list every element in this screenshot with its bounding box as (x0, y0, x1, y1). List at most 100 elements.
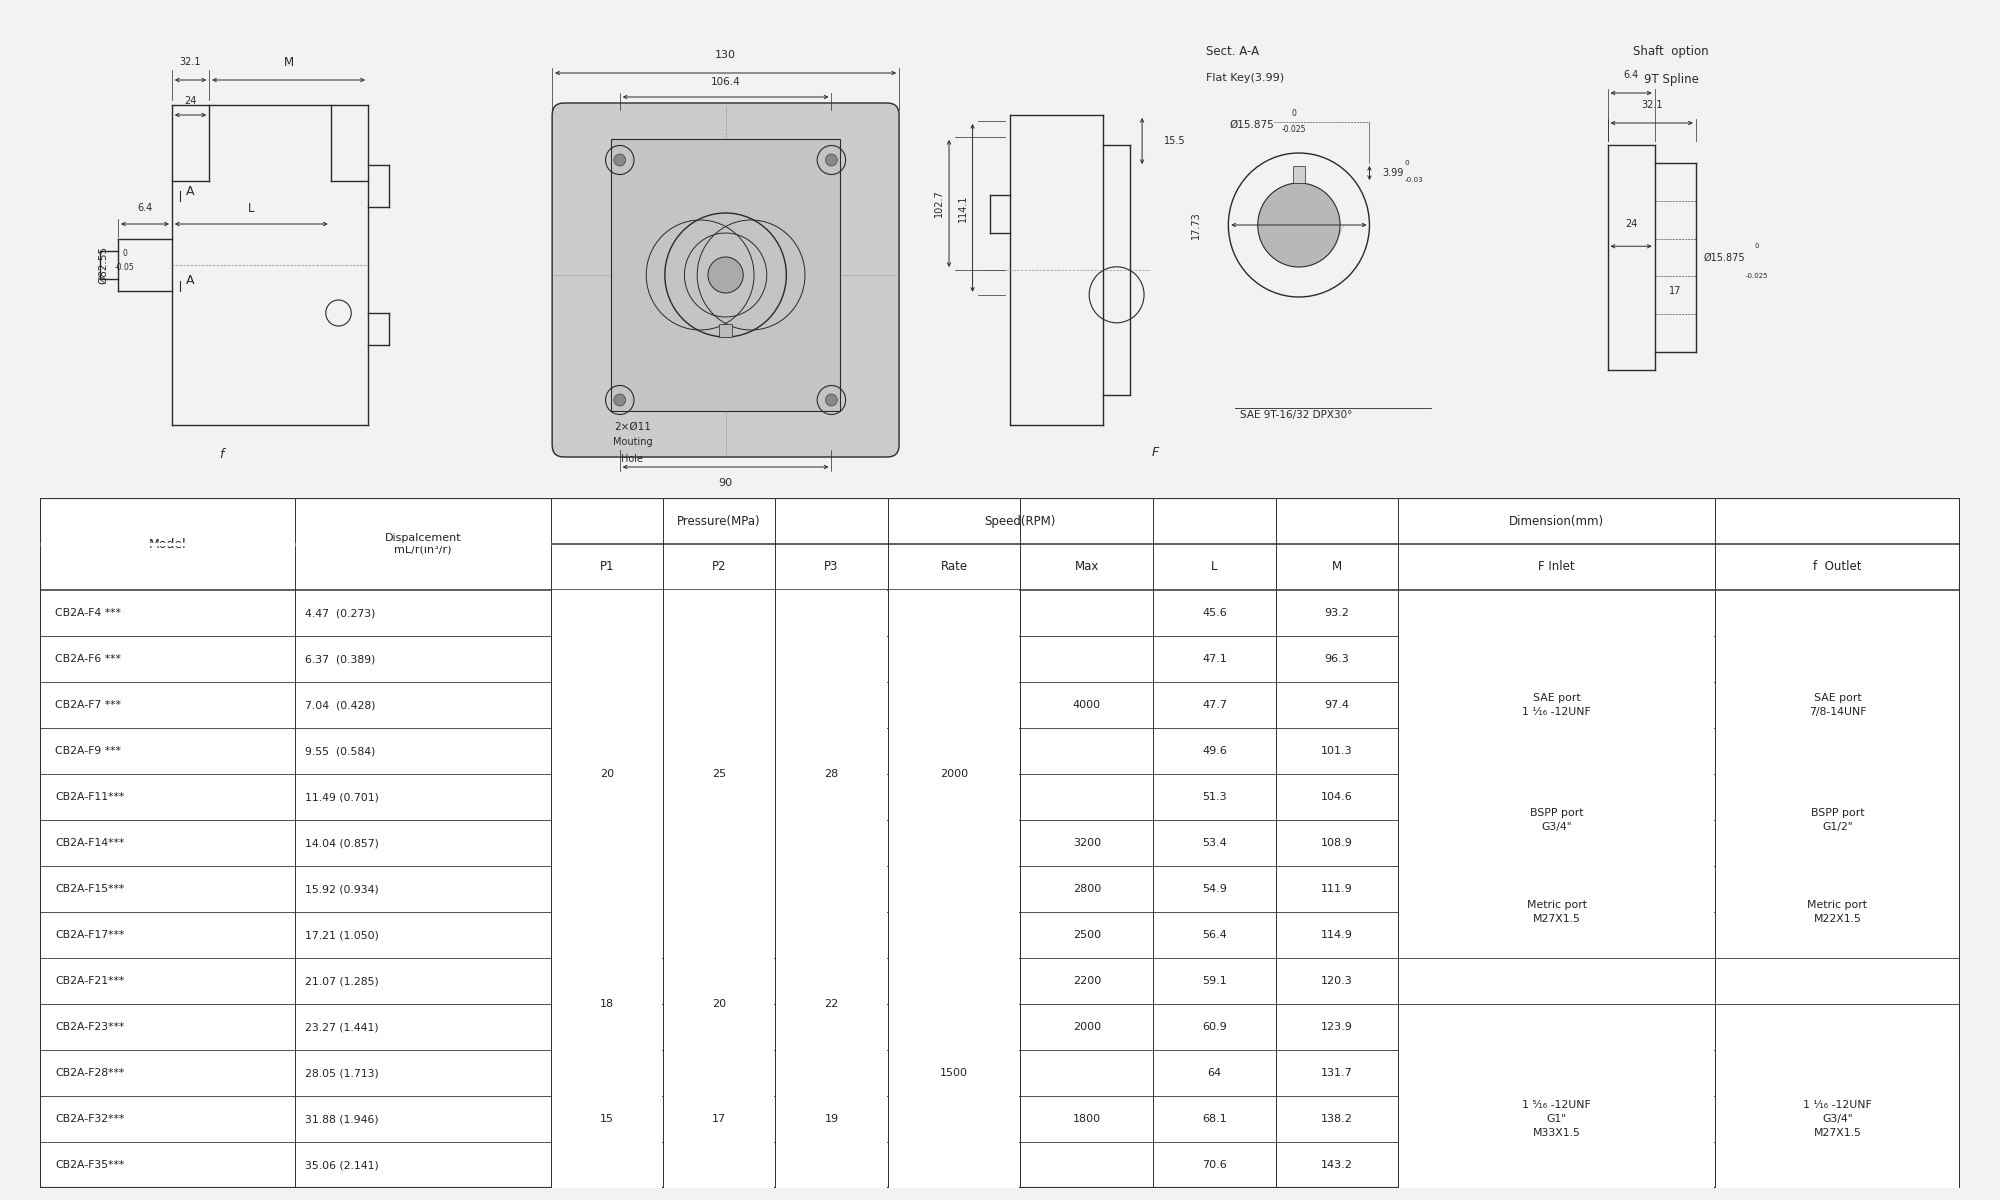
Text: f: f (218, 449, 224, 462)
Text: CB2A-F9 ***: CB2A-F9 *** (56, 746, 122, 756)
Text: 45.6: 45.6 (1202, 608, 1226, 618)
Text: SAE port
7/8-14UNF: SAE port 7/8-14UNF (1808, 694, 1866, 718)
Text: Metric port
M22X1.5: Metric port M22X1.5 (1808, 900, 1868, 924)
Text: 17: 17 (712, 1114, 726, 1124)
Text: 68.1: 68.1 (1202, 1114, 1226, 1124)
Text: 106.4: 106.4 (710, 77, 740, 86)
Bar (1716, 866, 1960, 958)
Bar (664, 1050, 774, 1188)
Circle shape (614, 154, 626, 166)
Text: 1 1/16 -12UNF: 1 1/16 -12UNF (1518, 700, 1596, 710)
Text: Shaft  option: Shaft option (1634, 44, 1710, 58)
Bar (776, 1050, 886, 1188)
Text: Sect. A-A: Sect. A-A (1206, 44, 1258, 58)
Text: G1": G1" (1546, 1114, 1566, 1124)
Text: 2000: 2000 (940, 769, 968, 779)
Text: 6.37  (0.389): 6.37 (0.389) (304, 654, 376, 664)
Bar (552, 590, 886, 958)
Text: Metric port: Metric port (1808, 884, 1868, 894)
Text: -0.025: -0.025 (1282, 126, 1306, 134)
Text: 25: 25 (712, 792, 726, 802)
Text: Ø15.875: Ø15.875 (1704, 252, 1746, 263)
Text: 20: 20 (712, 976, 726, 986)
Text: CB2A-F21***: CB2A-F21*** (56, 976, 124, 986)
Text: 96.3: 96.3 (1324, 654, 1350, 664)
Text: 22: 22 (824, 998, 838, 1009)
Text: Dimension(mm): Dimension(mm) (1510, 515, 1604, 528)
Bar (664, 959, 774, 1050)
Text: 51.3: 51.3 (1202, 792, 1226, 802)
Text: 3.99: 3.99 (1382, 168, 1404, 178)
Text: 123.9: 123.9 (1322, 1022, 1352, 1032)
Text: Flat Key(3.99): Flat Key(3.99) (1206, 73, 1284, 83)
Text: 9.55  (0.584): 9.55 (0.584) (304, 746, 376, 756)
Text: M27X1.5: M27X1.5 (1532, 930, 1580, 940)
FancyBboxPatch shape (552, 103, 900, 457)
Text: 130: 130 (716, 50, 736, 60)
Text: P2: P2 (712, 560, 726, 574)
Text: G3/4": G3/4" (1542, 838, 1572, 848)
Bar (1716, 774, 1960, 865)
Text: 21.07 (1.285): 21.07 (1.285) (304, 976, 378, 986)
Bar (552, 590, 662, 958)
Text: Pressure(MPa): Pressure(MPa) (678, 515, 760, 528)
Text: 11.49 (0.701): 11.49 (0.701) (304, 792, 378, 802)
Text: 2000: 2000 (940, 700, 968, 710)
Text: 31.88 (1.946): 31.88 (1.946) (304, 1114, 378, 1124)
Text: 4000: 4000 (1072, 700, 1100, 710)
Text: CB2A-F35***: CB2A-F35*** (56, 1160, 124, 1170)
Text: P1: P1 (600, 560, 614, 574)
Text: 15: 15 (600, 1114, 614, 1124)
Text: 120.3: 120.3 (1322, 976, 1352, 986)
Text: 32.1: 32.1 (1640, 100, 1662, 110)
Text: 28: 28 (824, 769, 838, 779)
Text: Ø15.875: Ø15.875 (1230, 120, 1274, 130)
Text: M: M (1332, 560, 1342, 574)
Text: 2800: 2800 (1072, 884, 1100, 894)
Text: 97.4: 97.4 (1324, 700, 1350, 710)
Text: CB2A-F15***: CB2A-F15*** (56, 884, 124, 894)
Text: 70.6: 70.6 (1202, 1160, 1226, 1170)
Text: 2200: 2200 (1072, 976, 1100, 986)
Text: Model: Model (148, 538, 186, 551)
Text: 17: 17 (1670, 287, 1682, 296)
Text: CB2A-F11***: CB2A-F11*** (56, 792, 124, 802)
Circle shape (614, 394, 626, 406)
Text: CB2A-F4 ***: CB2A-F4 *** (56, 608, 122, 618)
Text: 49.6: 49.6 (1202, 746, 1226, 756)
Text: 18: 18 (600, 998, 614, 1009)
Text: Rate: Rate (940, 560, 968, 574)
Text: 9T Spline: 9T Spline (1644, 73, 1698, 86)
Text: 114.9: 114.9 (1322, 930, 1352, 940)
Text: 28: 28 (824, 792, 838, 802)
Text: Max: Max (1074, 560, 1098, 574)
Text: 20: 20 (712, 998, 726, 1009)
Bar (664, 590, 774, 958)
Text: -0.03: -0.03 (1404, 176, 1424, 182)
Text: 3200: 3200 (1072, 838, 1100, 848)
Text: L: L (1212, 560, 1218, 574)
Text: 35.06 (2.141): 35.06 (2.141) (304, 1160, 378, 1170)
Text: 17.21 (1.050): 17.21 (1.050) (304, 930, 378, 940)
Text: 111.9: 111.9 (1322, 884, 1352, 894)
Text: 47.7: 47.7 (1202, 700, 1226, 710)
Text: 47.1: 47.1 (1202, 654, 1226, 664)
Text: M27X1.5: M27X1.5 (1814, 1160, 1862, 1170)
Text: 2×Ø11: 2×Ø11 (614, 422, 650, 432)
Text: F: F (1152, 446, 1158, 460)
Text: 28.05 (1.713): 28.05 (1.713) (304, 1068, 378, 1078)
Text: CB2A-F7 ***: CB2A-F7 *** (56, 700, 122, 710)
Text: P3: P3 (824, 560, 838, 574)
Text: 143.2: 143.2 (1322, 1160, 1352, 1170)
Text: BSPP port: BSPP port (1530, 792, 1584, 802)
Text: SAE port: SAE port (1814, 654, 1862, 664)
Circle shape (826, 154, 838, 166)
Text: 14.04 (0.857): 14.04 (0.857) (304, 838, 378, 848)
Text: CB2A-F17***: CB2A-F17*** (56, 930, 124, 940)
Text: 32.1: 32.1 (180, 56, 202, 67)
Text: 54.9: 54.9 (1202, 884, 1226, 894)
Text: 0: 0 (1754, 244, 1758, 250)
Text: 24: 24 (184, 96, 196, 106)
Bar (1400, 774, 1714, 865)
Text: 0: 0 (122, 248, 128, 258)
